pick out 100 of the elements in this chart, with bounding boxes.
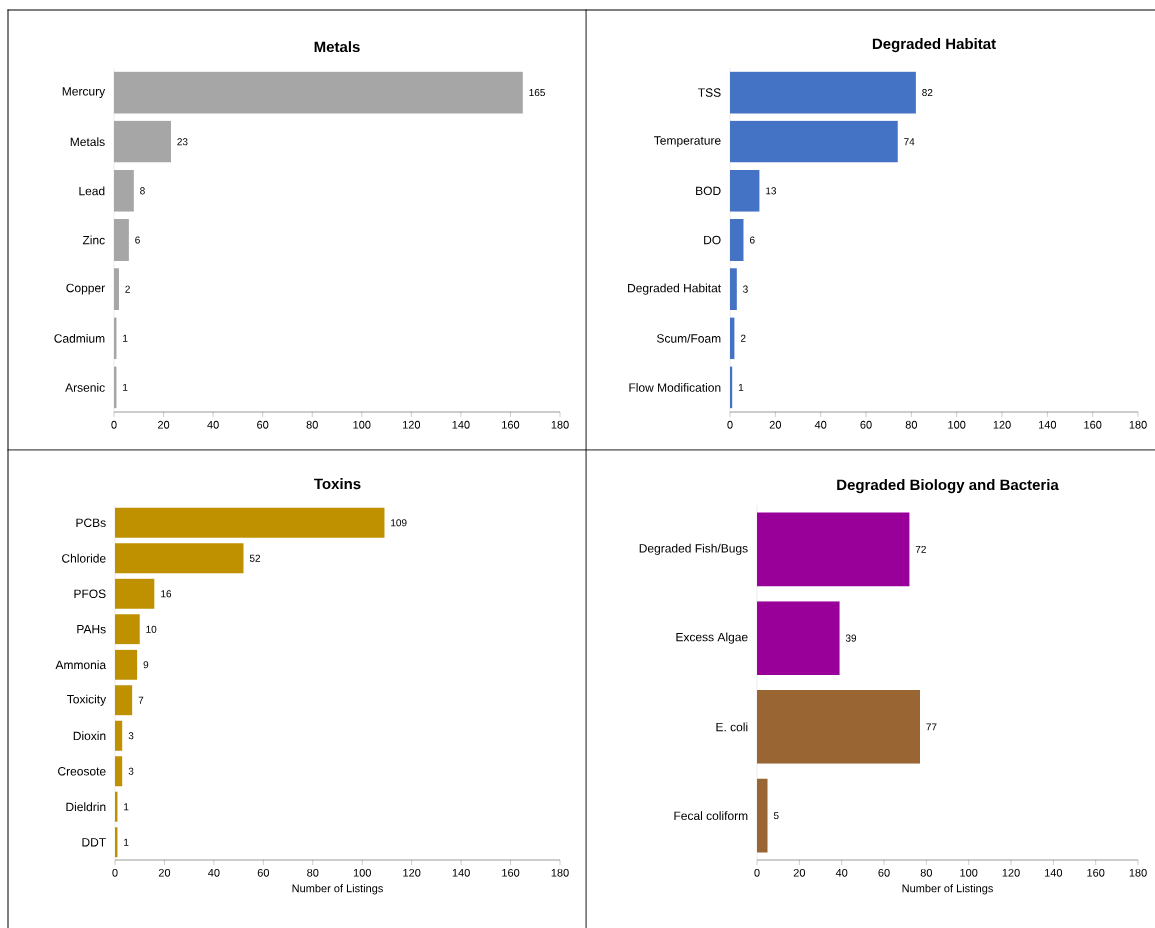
bar bbox=[115, 507, 385, 538]
x-tick-label: 60 bbox=[257, 868, 270, 877]
bar bbox=[115, 649, 138, 680]
y-tick-label: Metals bbox=[70, 137, 105, 147]
x-tick-label: 160 bbox=[502, 420, 520, 429]
y-tick-label: Zinc bbox=[82, 235, 105, 245]
y-tick-label: TSS bbox=[698, 88, 721, 97]
y-tick-label: Excess Algae bbox=[676, 632, 748, 644]
bar bbox=[115, 543, 244, 574]
x-tick-label: 180 bbox=[551, 420, 569, 429]
y-tick-label: Scum/Foam bbox=[657, 333, 721, 343]
x-tick-label: 60 bbox=[257, 420, 269, 429]
data-label: 3 bbox=[743, 285, 748, 293]
data-label: 9 bbox=[143, 661, 149, 669]
x-tick-label: 100 bbox=[353, 868, 371, 877]
x-tick-label: 40 bbox=[814, 420, 827, 429]
x-tick-label: 0 bbox=[111, 420, 117, 429]
y-tick-label: PAHs bbox=[77, 625, 106, 634]
x-tick-label: 120 bbox=[402, 420, 421, 429]
x-tick-label: 0 bbox=[112, 868, 118, 877]
y-tick-label: Arsenic bbox=[65, 383, 105, 392]
data-label: 8 bbox=[140, 187, 145, 195]
x-tick-label: 140 bbox=[1039, 420, 1057, 429]
x-axis-title: Number of Listings bbox=[292, 884, 383, 895]
x-axis-title: Number of Listings bbox=[902, 884, 993, 895]
data-label: 3 bbox=[128, 732, 134, 740]
y-tick-label: Lead bbox=[79, 186, 105, 196]
x-tick-label: 40 bbox=[207, 420, 219, 429]
y-tick-label: DDT bbox=[82, 838, 106, 847]
data-label: 2 bbox=[125, 285, 130, 293]
data-label: 1 bbox=[123, 383, 128, 391]
x-tick-label: 140 bbox=[452, 420, 470, 429]
x-tick-label: 20 bbox=[769, 420, 782, 429]
y-tick-label: DO bbox=[704, 235, 721, 245]
data-label: 6 bbox=[749, 236, 755, 244]
data-label: 6 bbox=[135, 236, 140, 244]
y-tick-label: Mercury bbox=[62, 87, 106, 98]
y-tick-label: Cadmium bbox=[54, 333, 105, 343]
data-label: 7 bbox=[138, 696, 144, 704]
data-label: 165 bbox=[529, 89, 545, 97]
y-tick-label: PCBs bbox=[76, 518, 106, 527]
y-tick-label: Degraded Fish/Bugs bbox=[639, 543, 748, 555]
x-tick-label: 160 bbox=[1084, 420, 1102, 429]
y-tick-label: E. coli bbox=[716, 722, 748, 732]
x-tick-label: 180 bbox=[551, 868, 569, 877]
x-tick-label: 80 bbox=[307, 868, 319, 877]
x-tick-label: 40 bbox=[835, 868, 848, 877]
y-tick-label: Toxicity bbox=[67, 694, 107, 706]
y-tick-label: BOD bbox=[696, 186, 721, 196]
x-tick-label: 140 bbox=[1045, 868, 1063, 877]
y-tick-label: Fecal coliform bbox=[674, 811, 748, 821]
data-label: 52 bbox=[249, 554, 261, 562]
x-tick-label: 160 bbox=[502, 868, 520, 877]
x-tick-label: 100 bbox=[960, 868, 978, 877]
y-tick-label: Degraded Habitat bbox=[628, 283, 722, 295]
y-tick-label: Creosote bbox=[58, 767, 106, 776]
data-label: 82 bbox=[922, 89, 933, 97]
x-tick-label: 100 bbox=[948, 420, 966, 429]
y-tick-label: Dioxin bbox=[73, 731, 106, 741]
y-tick-label: Chloride bbox=[62, 553, 106, 563]
data-label: 16 bbox=[161, 590, 172, 598]
x-tick-label: 120 bbox=[993, 420, 1011, 429]
x-tick-label: 80 bbox=[306, 420, 318, 429]
bar bbox=[757, 690, 920, 764]
data-label: 1 bbox=[123, 334, 128, 342]
chart-title: Degraded Biology and Bacteria bbox=[837, 479, 1059, 494]
bar bbox=[114, 71, 523, 114]
bar bbox=[757, 512, 910, 587]
chart-title: Toxins bbox=[314, 478, 361, 490]
bar bbox=[730, 120, 898, 163]
y-tick-label: Temperature bbox=[654, 136, 721, 148]
x-tick-label: 20 bbox=[793, 868, 806, 877]
data-label: 13 bbox=[766, 187, 777, 195]
bar bbox=[115, 685, 133, 716]
bar bbox=[114, 219, 129, 261]
x-tick-label: 60 bbox=[878, 868, 890, 877]
x-tick-label: 180 bbox=[1129, 420, 1147, 429]
y-tick-label: Flow Modification bbox=[629, 383, 721, 392]
data-label: 1 bbox=[124, 803, 129, 811]
x-tick-label: 20 bbox=[157, 420, 170, 429]
data-label: 74 bbox=[904, 138, 915, 146]
bar bbox=[115, 578, 155, 609]
x-tick-label: 160 bbox=[1087, 868, 1105, 877]
y-tick-label: Copper bbox=[66, 283, 105, 295]
bar bbox=[115, 756, 123, 787]
x-tick-label: 120 bbox=[403, 868, 421, 877]
data-label: 23 bbox=[177, 138, 188, 146]
bar bbox=[114, 120, 171, 163]
data-label: 2 bbox=[740, 334, 746, 342]
x-tick-label: 40 bbox=[208, 868, 220, 877]
x-tick-label: 20 bbox=[158, 868, 171, 877]
x-tick-label: 80 bbox=[920, 868, 933, 877]
x-tick-label: 60 bbox=[860, 420, 872, 429]
x-tick-label: 140 bbox=[452, 868, 470, 877]
data-label: 77 bbox=[926, 723, 937, 731]
bar bbox=[114, 169, 134, 212]
bar bbox=[115, 720, 123, 751]
bar bbox=[730, 71, 916, 114]
x-tick-label: 120 bbox=[1002, 868, 1020, 877]
x-tick-label: 180 bbox=[1129, 868, 1147, 877]
